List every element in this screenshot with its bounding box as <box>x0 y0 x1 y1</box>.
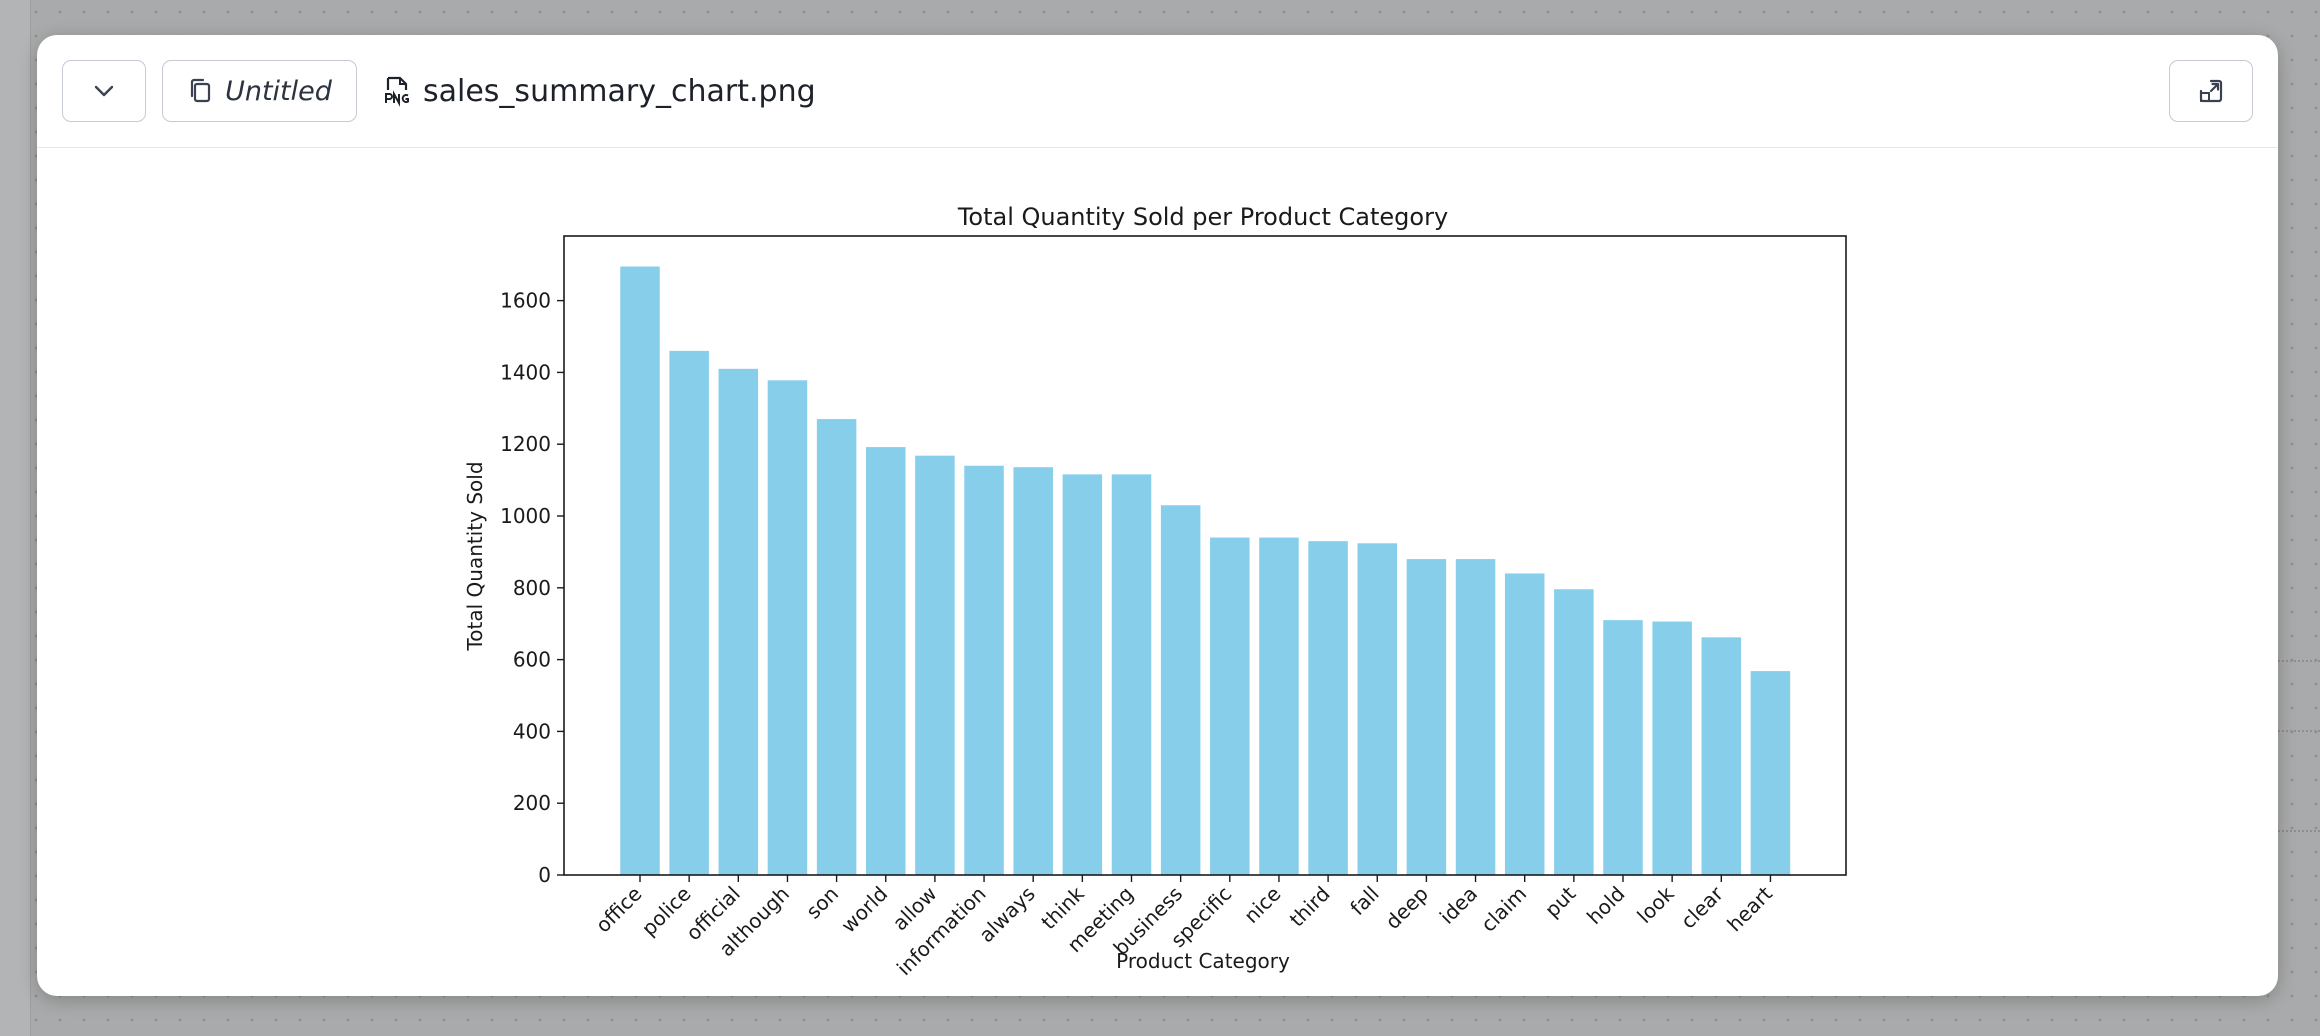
bar-world <box>866 447 906 875</box>
bar-hold <box>1603 620 1643 875</box>
document-title: Untitled <box>225 75 332 107</box>
bar-look <box>1652 621 1692 875</box>
copy-icon <box>190 78 211 103</box>
y-axis-label: Total Quantity Sold <box>463 461 487 651</box>
collapse-window-button[interactable] <box>2169 60 2253 122</box>
document-title-button[interactable]: Untitled <box>162 60 357 122</box>
bar-official <box>718 368 759 875</box>
bar-heart <box>1750 671 1791 875</box>
file-name: sales_summary_chart.png <box>423 73 816 109</box>
x-tick-label: heart <box>1722 881 1777 936</box>
canvas-fragment-line <box>2278 660 2320 662</box>
x-tick-label: deep <box>1381 882 1433 934</box>
canvas-fragment-line <box>2278 730 2320 732</box>
bar-deep <box>1406 559 1447 875</box>
y-tick-label: 1200 <box>500 432 551 456</box>
bar-put <box>1554 589 1594 875</box>
bar-business <box>1160 505 1201 875</box>
bar-think <box>1062 474 1103 875</box>
bars-group <box>620 266 1791 875</box>
chart-title: Total Quantity Sold per Product Category <box>957 203 1448 231</box>
bar-claim <box>1504 573 1545 875</box>
x-tick-label: hold <box>1582 882 1629 929</box>
x-tick-label: office <box>591 882 647 938</box>
png-file-icon <box>385 76 410 107</box>
x-tick-label: nice <box>1239 882 1285 928</box>
bar-allow <box>915 455 955 875</box>
bar-idea <box>1455 559 1496 875</box>
bar-specific <box>1210 537 1250 875</box>
x-tick-label: always <box>974 882 1040 948</box>
canvas-fragment-line <box>2278 830 2320 832</box>
bar-chart: Total Quantity Sold per Product Category… <box>463 203 1847 980</box>
bar-third <box>1308 541 1348 875</box>
x-tick-label: put <box>1540 881 1581 922</box>
x-tick-label: claim <box>1476 882 1531 937</box>
x-tick-label: fall <box>1345 882 1383 920</box>
x-tick-label: clear <box>1676 881 1728 933</box>
bar-nice <box>1259 537 1299 875</box>
chart-image: Total Quantity Sold per Product Category… <box>37 148 2278 996</box>
bar-police <box>669 350 709 875</box>
bar-although <box>767 380 808 875</box>
file-name-group: sales_summary_chart.png <box>383 60 816 122</box>
y-tick-label: 1600 <box>500 289 551 313</box>
x-tick-label: look <box>1632 881 1679 928</box>
y-tick-label: 1400 <box>500 360 551 384</box>
y-tick-label: 0 <box>538 863 551 887</box>
bar-office <box>620 266 660 875</box>
image-preview-modal: Untitled sales_summary_chart.png <box>37 35 2278 996</box>
plot-frame <box>563 235 1847 876</box>
bar-fall <box>1357 543 1397 875</box>
bar-always <box>1013 467 1053 875</box>
chevron-down-icon <box>94 85 114 97</box>
collapse-button[interactable] <box>62 60 146 122</box>
y-tick-label: 600 <box>513 648 551 672</box>
y-tick-label: 1000 <box>500 504 551 528</box>
x-tick-label: idea <box>1435 882 1482 929</box>
modal-header: Untitled sales_summary_chart.png <box>37 35 2278 148</box>
background-panel-edge <box>0 0 31 1036</box>
x-tick-label: third <box>1285 882 1335 932</box>
collapse-window-icon <box>2199 79 2223 103</box>
x-tick-label: world <box>836 882 892 938</box>
y-tick-label: 400 <box>513 719 551 743</box>
background-canvas-fragment <box>2276 600 2320 890</box>
x-axis-label: Product Category <box>1116 949 1290 973</box>
y-tick-label: 200 <box>513 791 551 815</box>
y-axis: 0 200 400 600 800 1000 1200 1400 1600 <box>500 289 564 887</box>
y-tick-label: 800 <box>513 576 551 600</box>
x-tick-label: son <box>801 882 843 924</box>
bar-clear <box>1701 637 1742 875</box>
bar-meeting <box>1111 474 1152 875</box>
bar-information <box>964 465 1004 875</box>
bar-son <box>816 419 857 875</box>
